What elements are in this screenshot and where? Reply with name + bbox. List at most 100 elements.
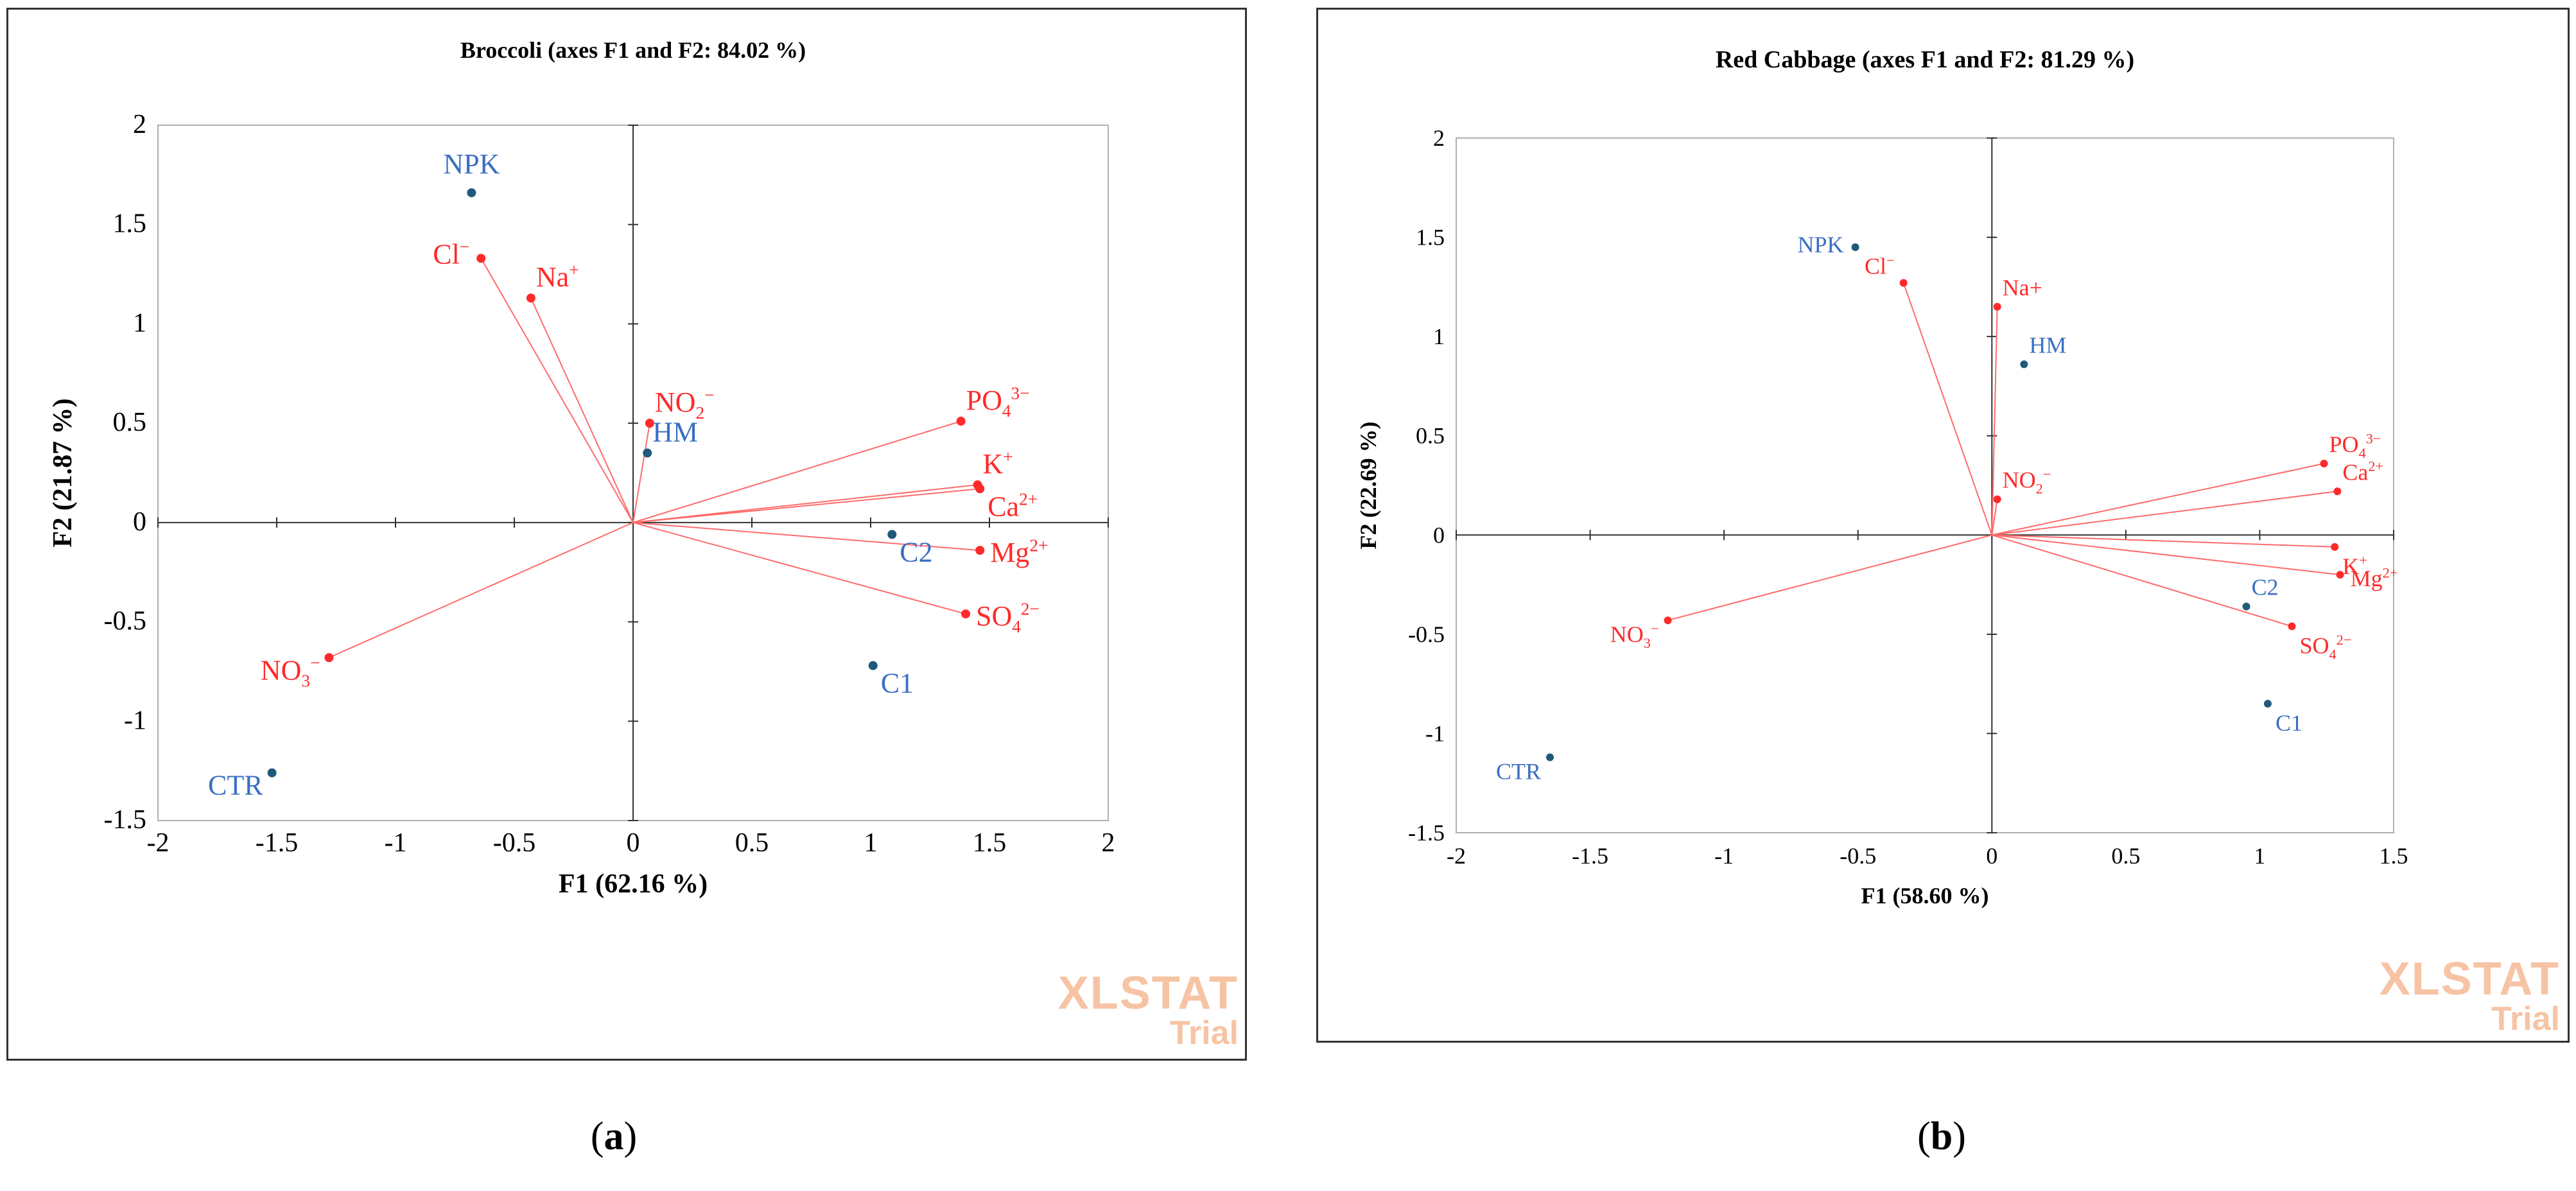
variable-point-na — [526, 293, 535, 303]
variable-label-base: SO — [2299, 632, 2329, 658]
x-tick-label: -0.5 — [1840, 843, 1876, 869]
watermark-trial: Trial — [1170, 1014, 1239, 1052]
x-tick-label: -2 — [147, 828, 170, 858]
variable-label-ca2: Ca2+ — [988, 490, 1038, 523]
observation-label-npk: NPK — [443, 148, 500, 180]
variable-point-po43 — [956, 417, 966, 426]
x-tick-label: -1 — [385, 828, 407, 858]
x-tick-label: -1.5 — [256, 828, 299, 858]
variable-label-base: NO — [2003, 467, 2036, 493]
caption-a-letter: a — [604, 1115, 624, 1158]
vector-po43 — [632, 421, 961, 523]
x-tick-label: -0.5 — [493, 828, 536, 858]
biplot-svg-broccoli: Broccoli (axes F1 and F2: 84.02 %)-2 -1.5… — [48, 37, 1115, 899]
variable-label-base: PO — [966, 385, 1002, 416]
variable-point-no2 — [645, 419, 654, 428]
variable-label-sub: 4 — [1002, 401, 1011, 421]
observation-point-hm — [2020, 360, 2028, 369]
variable-label-sub: 2 — [695, 403, 704, 422]
variable-label-base: NO — [1610, 622, 1644, 647]
vector-po43 — [1992, 463, 2324, 536]
vector-ca2 — [1992, 491, 2338, 536]
observation-label-c1: C1 — [881, 668, 914, 699]
variable-label-sup: − — [1886, 252, 1895, 268]
variable-label-sup: 2+ — [1019, 490, 1038, 509]
y-tick-label: -0.5 — [1408, 622, 1445, 647]
variable-label-base: K — [2342, 553, 2359, 579]
x-tick-label: -1.5 — [1572, 843, 1608, 869]
vector-cl — [1902, 283, 1993, 535]
observation-point-ctr — [1546, 753, 1554, 761]
x-tick-label: 0.5 — [735, 828, 769, 858]
variable-label-sup: 3− — [2366, 430, 2381, 446]
observation-label-ctr: CTR — [1496, 759, 1541, 785]
variable-label-base: Ca — [2342, 459, 2368, 485]
variable-label-sup: − — [704, 385, 714, 404]
variable-label-na: Na+ — [2003, 275, 2042, 300]
variable-label-base: Cl — [433, 238, 460, 270]
observation-label-c1: C1 — [2276, 710, 2302, 736]
variable-label-no3: NO3− — [1610, 621, 1659, 652]
variable-label-base: PO — [2329, 431, 2359, 457]
vector-na — [1991, 306, 1998, 535]
variable-point-mg2 — [975, 546, 985, 555]
x-tick-label: 0 — [627, 828, 640, 858]
vector-cl — [480, 257, 634, 523]
variable-label-mg2: Mg2+ — [990, 535, 1048, 568]
variable-label-po43: PO43− — [2329, 430, 2381, 461]
biplot-panel-red-cabbage: Red Cabbage (axes F1 and F2: 81.29 %) -2-… — [1316, 8, 2570, 1043]
observation-point-ctr — [267, 768, 277, 778]
observation-point-c1 — [868, 661, 878, 670]
variable-label-k: K+ — [2342, 552, 2367, 579]
variable-label-mg2: Mg2+ — [2351, 564, 2398, 591]
variable-label-na: Na+ — [536, 260, 579, 293]
variable-point-ca2 — [975, 484, 985, 494]
y-tick-label: -1.5 — [104, 805, 147, 835]
variable-label-base: Mg — [990, 537, 1029, 568]
x-tick-label: -2 — [1447, 843, 1466, 869]
y-tick-label: 0.5 — [113, 408, 147, 437]
variable-point-so42 — [961, 609, 970, 619]
y-tick-label: 1.5 — [1416, 225, 1445, 250]
vector-mg2 — [632, 521, 980, 552]
y-tick-label: -1 — [124, 706, 146, 735]
y-tick-label: 0 — [1433, 522, 1445, 548]
y-tick-label: 0.5 — [1416, 423, 1445, 449]
variable-label-sup: + — [1003, 447, 1013, 466]
variable-point-so42 — [2288, 622, 2296, 630]
watermark-brand: XLSTAT — [1057, 968, 1239, 1019]
watermark-brand: XLSTAT — [2379, 953, 2560, 1005]
variable-label-po43: PO43− — [966, 383, 1030, 421]
vector-no2 — [1991, 499, 1998, 535]
variable-label-sup: − — [460, 238, 469, 257]
biplot-svg-red-cabbage: Red Cabbage (axes F1 and F2: 81.29 %)-2-… — [1355, 46, 2408, 908]
variable-label-base: K — [983, 448, 1004, 480]
y-tick-label: -1.5 — [1408, 820, 1445, 846]
variable-label-no2: NO2− — [655, 385, 715, 422]
variable-point-mg2 — [2336, 571, 2344, 579]
vector-na — [530, 297, 634, 523]
variable-label-sup: 2+ — [1029, 535, 1048, 555]
variable-label-sup: − — [310, 654, 320, 673]
variable-point-no3 — [1664, 616, 1672, 625]
chart-title: Broccoli (axes F1 and F2: 84.02 %) — [460, 37, 806, 63]
observation-label-hm: HM — [652, 417, 698, 448]
y-tick-label: 2 — [1433, 125, 1445, 151]
variable-label-base: Na — [536, 261, 569, 293]
vector-so42 — [1991, 534, 2292, 627]
vector-mg2 — [1992, 534, 2340, 576]
x-axis-label: F1 (58.60 %) — [1861, 883, 1989, 908]
vector-no3 — [328, 521, 634, 659]
variable-label-sup: 3− — [1011, 383, 1029, 403]
variable-label-no3: NO3− — [261, 654, 320, 691]
observation-point-npk — [1851, 243, 1859, 252]
caption-b: (b) — [1917, 1115, 1966, 1158]
variable-point-no3 — [324, 653, 334, 663]
vector-no3 — [1667, 534, 1992, 622]
variable-label-base: SO — [976, 600, 1012, 632]
observation-point-npk — [467, 188, 476, 198]
observation-point-c2 — [887, 530, 897, 539]
variable-point-cl — [476, 254, 486, 263]
variable-point-na — [1993, 302, 2001, 311]
variable-label-so42: SO42− — [976, 599, 1040, 636]
